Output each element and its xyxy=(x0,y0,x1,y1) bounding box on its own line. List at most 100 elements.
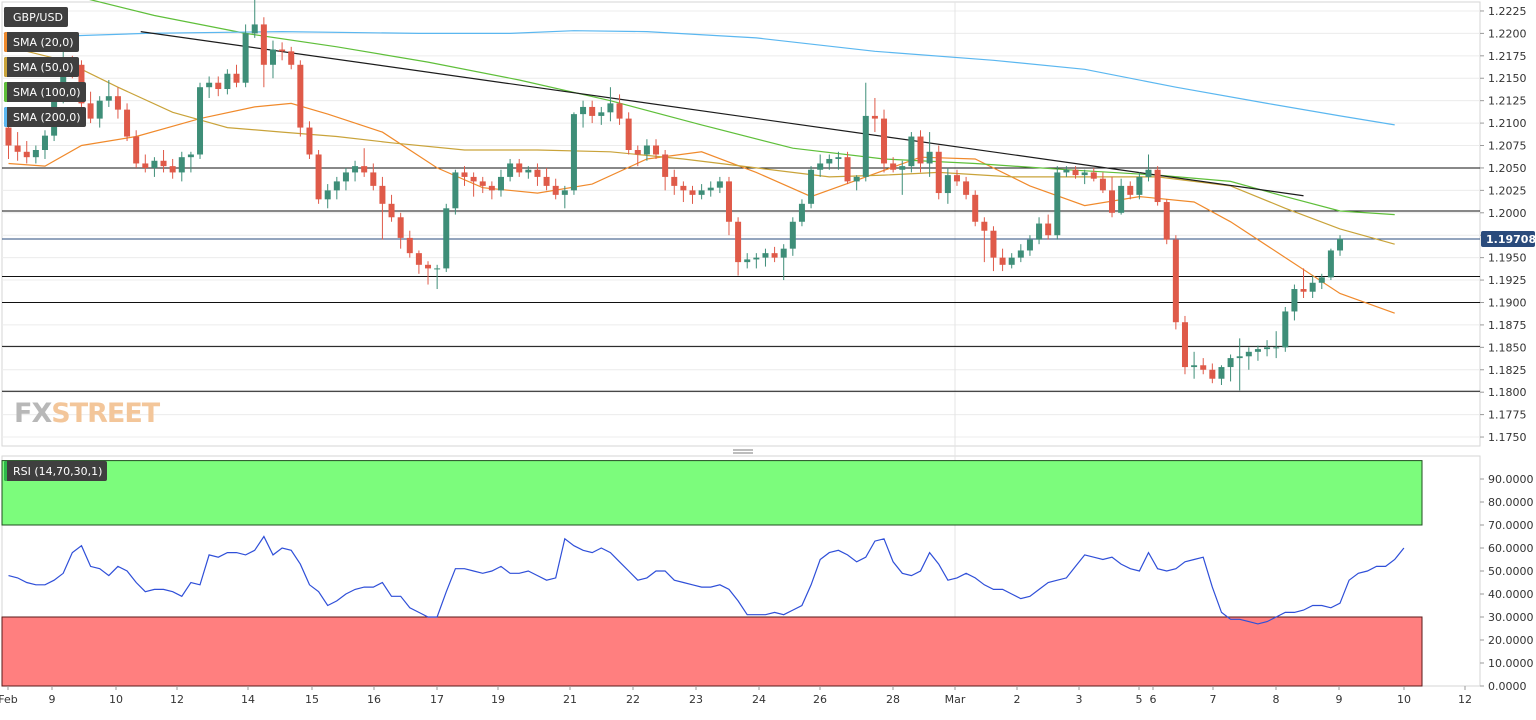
legend-sma-1[interactable]: SMA (50,0) xyxy=(4,57,79,77)
price-tick-label: 1.1750 xyxy=(1488,431,1527,444)
rsi-tick-label: 80.0000 xyxy=(1488,496,1534,509)
time-tick-label: 15 xyxy=(305,693,319,706)
candle-body xyxy=(1218,367,1225,379)
price-tick-label: 1.2000 xyxy=(1488,207,1527,220)
candle-body xyxy=(507,163,514,177)
candle-body xyxy=(753,257,760,260)
rsi-tick-label: 30.0000 xyxy=(1488,611,1534,624)
chart-background xyxy=(1,1,1481,687)
candle-body xyxy=(899,166,906,170)
rsi-tick-label: 70.0000 xyxy=(1488,519,1534,532)
legend-sma-2[interactable]: SMA (100,0) xyxy=(4,82,86,102)
candle-body xyxy=(297,64,304,128)
price-tick-label: 1.2100 xyxy=(1488,117,1527,130)
moving-average-lines xyxy=(8,0,1395,314)
candle-body xyxy=(434,268,441,270)
candle-body xyxy=(999,257,1006,265)
candle-body xyxy=(862,115,869,177)
candle-body xyxy=(361,166,368,173)
time-tick-label: 19 xyxy=(491,693,505,706)
time-tick-label: 10 xyxy=(109,693,123,706)
logo-fx: FX xyxy=(14,398,52,429)
candle-body xyxy=(1118,185,1125,213)
candle-body xyxy=(552,185,559,195)
rsi-tick-label: 40.0000 xyxy=(1488,588,1534,601)
candle-body xyxy=(744,259,751,263)
candle-body xyxy=(1063,169,1070,173)
candle-body xyxy=(1254,349,1261,352)
candle-body xyxy=(452,172,459,209)
candle-body xyxy=(279,49,286,52)
candle-body xyxy=(1045,223,1052,236)
candle-body xyxy=(406,237,413,254)
candle-body xyxy=(251,24,258,34)
candle-body xyxy=(370,172,377,186)
candle-body xyxy=(1309,282,1316,292)
legend-label: SMA (200,0) xyxy=(13,110,81,124)
candle-body xyxy=(890,163,897,170)
legend-rsi[interactable]: RSI (14,70,30,1) xyxy=(4,461,108,481)
legend-sma-3[interactable]: SMA (200,0) xyxy=(4,107,86,127)
candle-body xyxy=(160,160,167,167)
price-tick-label: 1.1875 xyxy=(1488,319,1527,332)
candle-body xyxy=(525,169,532,173)
overbought-zone xyxy=(1,460,1423,526)
candle-body xyxy=(908,136,915,167)
candle-body xyxy=(1054,172,1061,236)
legend-swatch xyxy=(4,107,7,127)
candle-body xyxy=(625,118,632,150)
rsi-label: RSI (14,70,30,1) xyxy=(13,464,103,478)
candle-body xyxy=(780,248,787,258)
rsi-tick-label: 20.0000 xyxy=(1488,634,1534,647)
time-tick-label: 26 xyxy=(813,693,827,706)
candle-body xyxy=(1236,356,1243,359)
rsi-tick-label: 50.0000 xyxy=(1488,565,1534,578)
legend-sma-0[interactable]: SMA (20,0) xyxy=(4,32,79,52)
price-tick-label: 1.2150 xyxy=(1488,72,1527,85)
candle-body xyxy=(1300,289,1307,292)
legend-label: SMA (100,0) xyxy=(13,85,81,99)
candle-body xyxy=(826,158,833,164)
candle-body xyxy=(333,181,340,191)
candle-body xyxy=(215,82,222,90)
time-tick-label: 16 xyxy=(367,693,381,706)
candle-body xyxy=(616,103,623,119)
candle-body xyxy=(242,33,249,83)
pane-resize-handle-bottom xyxy=(733,452,753,454)
time-tick-label: 7 xyxy=(1210,693,1217,706)
legend-symbol[interactable]: GBP/USD xyxy=(4,7,68,27)
legend-swatch xyxy=(4,57,7,77)
candle-body xyxy=(1200,365,1207,370)
candle-body xyxy=(607,103,614,113)
trendline-group xyxy=(140,31,1304,197)
time-axis: Feb 9 10 12 14 15 16 17 19 21 22 23 24 26 28 Mar 2 3 5 6 7 8 9… xyxy=(0,686,1472,706)
price-tick-label: 1.2200 xyxy=(1488,27,1527,40)
trendline xyxy=(140,31,1304,197)
candle-body xyxy=(689,190,696,195)
candle-body xyxy=(1291,289,1298,312)
candle-body xyxy=(488,185,495,191)
candle-body xyxy=(1327,250,1334,278)
candle-body xyxy=(680,185,687,191)
time-tick-label: 22 xyxy=(626,693,640,706)
time-tick-label: 2 xyxy=(1014,693,1021,706)
candle-body xyxy=(1209,369,1216,379)
candle-body xyxy=(1072,169,1079,176)
candle-body xyxy=(643,145,650,155)
price-tick-label: 1.1800 xyxy=(1488,386,1527,399)
candle-body xyxy=(1245,351,1252,357)
candle-body xyxy=(288,51,295,65)
candle-body xyxy=(1191,365,1198,368)
candle-body xyxy=(1337,238,1344,251)
logo-street: STREET xyxy=(51,398,160,429)
time-tick-label: 6 xyxy=(1150,693,1157,706)
time-tick-label: 28 xyxy=(886,693,900,706)
candle-body xyxy=(470,176,477,182)
rsi-swatch xyxy=(4,461,7,481)
candle-body xyxy=(762,253,769,258)
price-tick-label: 1.1775 xyxy=(1488,409,1527,422)
candle-body xyxy=(315,154,322,200)
candle-body xyxy=(561,190,568,195)
candle-body xyxy=(1081,172,1088,176)
